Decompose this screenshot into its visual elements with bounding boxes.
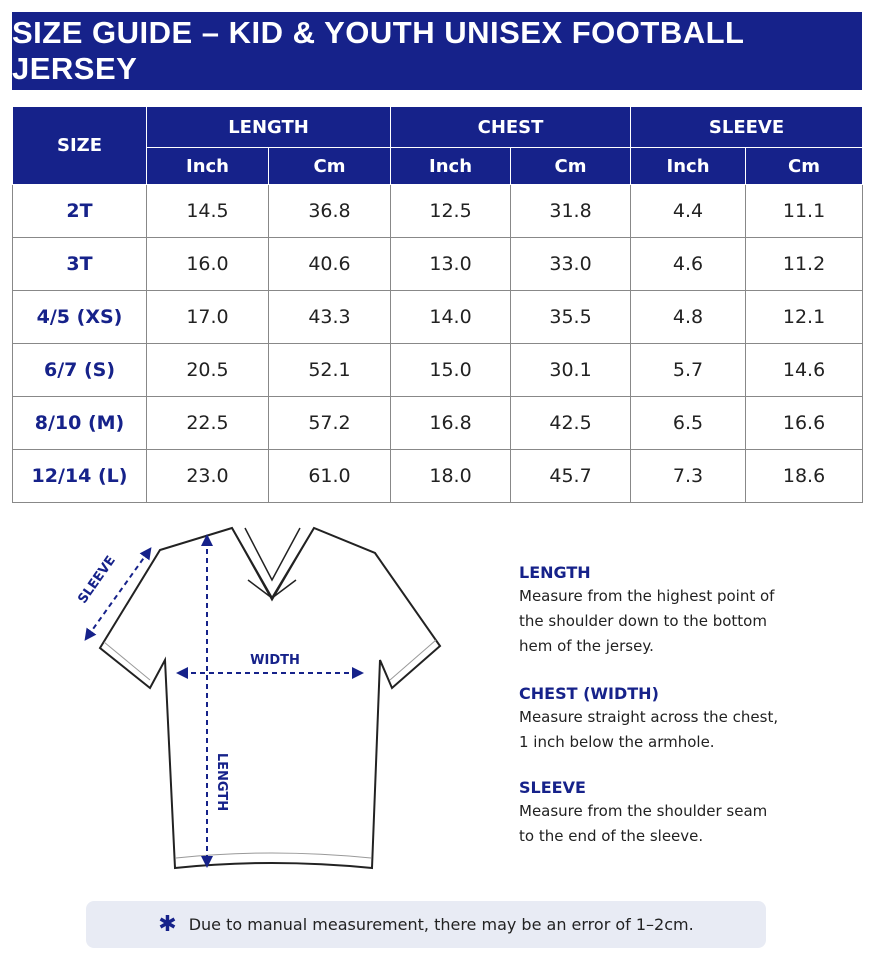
data-row: 6/7 (S) 20.5 52.1 15.0 30.1 5.7 14.6 (12, 343, 864, 397)
instruction-block: LENGTH Measure from the highest point of t… (519, 562, 839, 659)
instruction-line: Measure straight across the chest, (519, 708, 779, 726)
size-cell: 3T (12, 237, 147, 291)
cell: 45.7 (510, 449, 632, 503)
cell: 52.1 (267, 343, 392, 397)
group-header: CHEST (390, 106, 632, 148)
cell: 14.5 (146, 184, 269, 238)
cell: 16.6 (745, 396, 864, 450)
jersey-outline (98, 526, 442, 870)
cell: 18.6 (745, 449, 864, 503)
cell: 57.2 (267, 396, 392, 450)
instruction-line: the shoulder down to the bottom (519, 612, 767, 630)
group-header: LENGTH (145, 106, 392, 148)
cell: 7.3 (630, 449, 747, 503)
cell: 14.6 (745, 343, 864, 397)
cell: 14.0 (390, 290, 512, 344)
cell: 4.6 (630, 237, 747, 291)
instruction-line: Measure from the highest point of (519, 587, 775, 605)
unit-header: Inch (630, 147, 747, 185)
cell: 16.0 (146, 237, 269, 291)
cell: 11.1 (745, 184, 864, 238)
cell: 43.3 (267, 290, 392, 344)
cell: 31.8 (510, 184, 632, 238)
unit-header: Cm (745, 147, 864, 185)
instruction-line: Measure from the shoulder seam (519, 802, 768, 820)
size-table: SIZE LENGTH CHEST SLEEVE Inch Cm Inch Cm Inch Cm 2… (12, 106, 864, 503)
cell: 40.6 (267, 237, 392, 291)
cell: 61.0 (267, 449, 392, 503)
size-cell: 12/14 (L) (12, 449, 147, 503)
size-header: SIZE (12, 106, 147, 185)
data-row: 2T 14.5 36.8 12.5 31.8 4.4 11.1 (12, 184, 864, 238)
cell: 22.5 (146, 396, 269, 450)
cell: 35.5 (510, 290, 632, 344)
cell: 15.0 (390, 343, 512, 397)
cell: 18.0 (390, 449, 512, 503)
cell: 4.4 (630, 184, 747, 238)
instruction-line: to the end of the sleeve. (519, 827, 704, 845)
width-label: WIDTH (250, 653, 300, 668)
cell: 11.2 (745, 237, 864, 291)
cell: 16.8 (390, 396, 512, 450)
cell: 33.0 (510, 237, 632, 291)
data-row: 12/14 (L) 23.0 61.0 18.0 45.7 7.3 18.6 (12, 449, 864, 503)
size-cell: 2T (12, 184, 147, 238)
header-row: SIZE LENGTH CHEST SLEEVE (12, 106, 864, 185)
cell: 13.0 (390, 237, 512, 291)
unit-row: Inch Cm Inch Cm Inch Cm (13, 147, 864, 185)
instruction-block: CHEST (WIDTH) Measure straight across the… (519, 683, 839, 755)
data-row: 8/10 (M) 22.5 57.2 16.8 42.5 6.5 16.6 (12, 396, 864, 450)
instruction-heading: LENGTH (519, 563, 591, 582)
jersey-diagram: SLEEVE WIDTH LENGTH (75, 526, 442, 870)
hem-lines (103, 639, 437, 859)
title-banner: SIZE GUIDE – KID & YOUTH UNISEX FOOTBALL… (12, 12, 862, 90)
cell: 42.5 (510, 396, 632, 450)
unit-header: Inch (390, 147, 512, 185)
collar (231, 527, 315, 602)
data-row: 4/5 (XS) 17.0 43.3 14.0 35.5 4.8 12.1 (12, 290, 864, 344)
note-text: Due to manual measurement, there may be … (188, 915, 694, 934)
instruction-line: 1 inch below the armhole. (519, 733, 715, 751)
cell: 23.0 (146, 449, 269, 503)
cell: 5.7 (630, 343, 747, 397)
cell: 30.1 (510, 343, 632, 397)
size-cell: 6/7 (S) (12, 343, 147, 397)
cell: 12.5 (390, 184, 512, 238)
group-header: SLEEVE (630, 106, 864, 148)
cell: 36.8 (267, 184, 392, 238)
cell: 20.5 (146, 343, 269, 397)
cell: 4.8 (630, 290, 747, 344)
instruction-heading: SLEEVE (519, 778, 586, 797)
instruction-heading: CHEST (WIDTH) (519, 684, 659, 703)
unit-header: Inch (146, 147, 269, 185)
size-cell: 8/10 (M) (12, 396, 147, 450)
instruction-line: hem of the jersey. (519, 637, 654, 655)
instruction-block: SLEEVE Measure from the shoulder seam to t… (519, 777, 839, 849)
note-symbol: ✱ (158, 912, 177, 937)
unit-header: Cm (267, 147, 392, 185)
cell: 17.0 (146, 290, 269, 344)
cell: 12.1 (745, 290, 864, 344)
cell: 6.5 (630, 396, 747, 450)
note-box: ✱ Due to manual measurement, there may be… (86, 901, 766, 948)
size-cell: 4/5 (XS) (12, 290, 147, 344)
length-label: LENGTH (214, 753, 229, 811)
sleeve-label: SLEEVE (75, 553, 118, 606)
data-row: 3T 16.0 40.6 13.0 33.0 4.6 11.2 (12, 237, 864, 291)
unit-header: Cm (510, 147, 632, 185)
